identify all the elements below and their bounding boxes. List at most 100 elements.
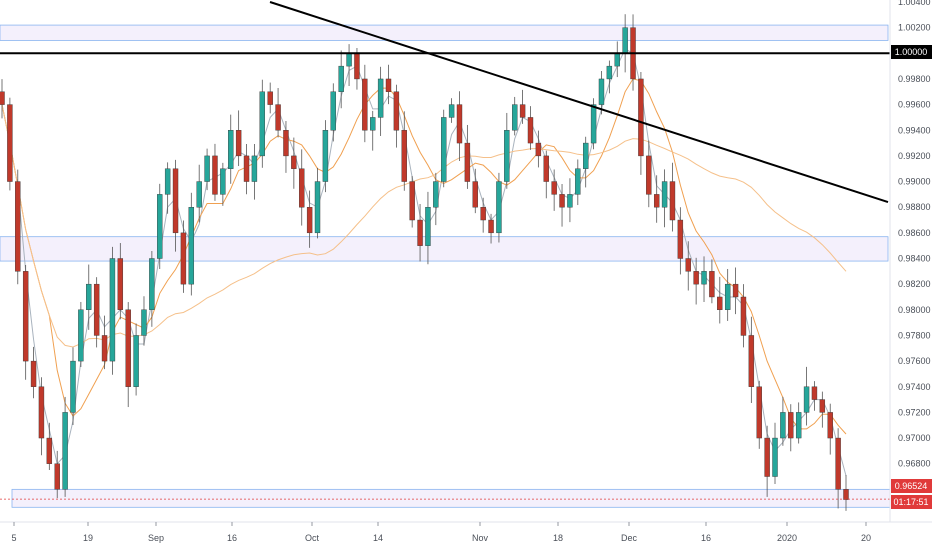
candle (117, 243, 124, 320)
candle (370, 110, 376, 151)
candle-body-down (732, 283, 739, 298)
candle-body-down (527, 117, 534, 144)
candle (527, 106, 534, 150)
zones-layer (0, 24, 891, 508)
candle-body-up (62, 412, 68, 490)
candle-body-down (827, 412, 833, 439)
candle (559, 184, 565, 227)
candle-body-down (835, 437, 841, 490)
candle (267, 82, 273, 114)
candle (709, 259, 715, 304)
candle-body-down (559, 194, 565, 208)
candle (456, 91, 463, 161)
y-tick-label: 0.97200 (898, 407, 931, 417)
candle-body-down (15, 181, 21, 272)
y-tick-label: 0.99200 (898, 151, 931, 161)
y-tick-label: 0.98800 (898, 202, 931, 212)
candle-body-up (157, 194, 163, 259)
candles-layer (0, 14, 849, 511)
candle (212, 143, 218, 201)
candle-body-down (685, 258, 691, 272)
candle (78, 301, 84, 368)
candle-body-up (441, 117, 447, 182)
candle-body-up (141, 309, 147, 336)
y-tick-label: 0.98600 (898, 228, 931, 238)
candle-body-up (590, 104, 597, 144)
candle-body-down (393, 91, 400, 131)
candle (732, 267, 739, 315)
candle (141, 296, 147, 346)
candle-body-up (78, 309, 84, 362)
candle (243, 144, 250, 195)
candle (417, 204, 423, 262)
candle (819, 391, 826, 428)
trendline[interactable] (269, 1, 889, 204)
x-axis[interactable]: 5 19 Sep 16 Oct 14 Nov 18 Dec 16 2020 20 (11, 522, 871, 543)
candle-body-up (661, 181, 668, 208)
candle (701, 256, 707, 303)
candle (251, 144, 258, 200)
y-tick-label: 0.97000 (898, 433, 931, 443)
candle (109, 246, 116, 375)
candle-body-up (567, 194, 573, 208)
x-tick-label: 18 (553, 533, 563, 543)
x-tick-label: Dec (621, 533, 638, 543)
candle (606, 60, 613, 94)
candle-body-down (819, 399, 826, 413)
candle-body-down (125, 309, 131, 387)
candle-body-down (551, 181, 557, 195)
candle-body-up (425, 206, 431, 246)
key-level-label: 1.00000 (895, 47, 928, 57)
candle-body-down (717, 296, 723, 311)
candle-body-up (512, 104, 518, 131)
candle-body-down (417, 219, 423, 246)
x-tick-label: 5 (11, 533, 16, 543)
y-tick-label: 0.99000 (898, 177, 931, 187)
candle (401, 111, 407, 191)
candle (275, 88, 281, 138)
candle-body-up (377, 78, 384, 118)
x-tick-label: 2020 (777, 533, 797, 543)
candle (38, 377, 45, 456)
candle-body-down (788, 412, 794, 439)
candle (543, 150, 549, 199)
candle-body-down (22, 271, 29, 362)
candle-body-down (543, 155, 549, 182)
candle-body-up (496, 181, 502, 234)
candle-body-down (212, 155, 218, 195)
candle-body-up (795, 412, 802, 439)
candle (772, 422, 778, 485)
candle-body-up (701, 271, 707, 285)
y-tick-label: 0.96800 (898, 459, 931, 469)
candle-body-down (283, 130, 289, 157)
candle-body-down (46, 437, 53, 464)
candle (86, 264, 92, 330)
candle-body-down (638, 78, 644, 157)
y-tick-label: 0.97800 (898, 330, 931, 340)
ma-layer (1, 48, 847, 476)
candle (843, 474, 849, 511)
y-axis[interactable]: 1.00400 1.00200 1.00000 0.99800 0.99600 0.994… (898, 0, 931, 494)
candle (653, 175, 660, 223)
y-tick-label: 1.00200 (898, 23, 931, 33)
candle (196, 164, 202, 223)
x-tick-label: Nov (472, 533, 489, 543)
candle (93, 277, 100, 348)
candle (441, 109, 447, 188)
candle-body-down (180, 232, 187, 285)
y-tick-label: 0.99400 (898, 125, 931, 135)
candle (669, 162, 676, 232)
candle-body-down (669, 181, 676, 221)
candle (330, 83, 336, 142)
key-level-badge: 1.00000 (891, 45, 932, 59)
candle (385, 64, 392, 105)
x-tick-label: 19 (83, 533, 93, 543)
x-tick-label: 14 (373, 533, 383, 543)
annotations-layer (0, 1, 890, 500)
candle-body-down (488, 219, 494, 234)
candle (748, 316, 755, 403)
candle (149, 251, 155, 327)
candle (54, 450, 60, 499)
candle-body-up (346, 53, 352, 67)
